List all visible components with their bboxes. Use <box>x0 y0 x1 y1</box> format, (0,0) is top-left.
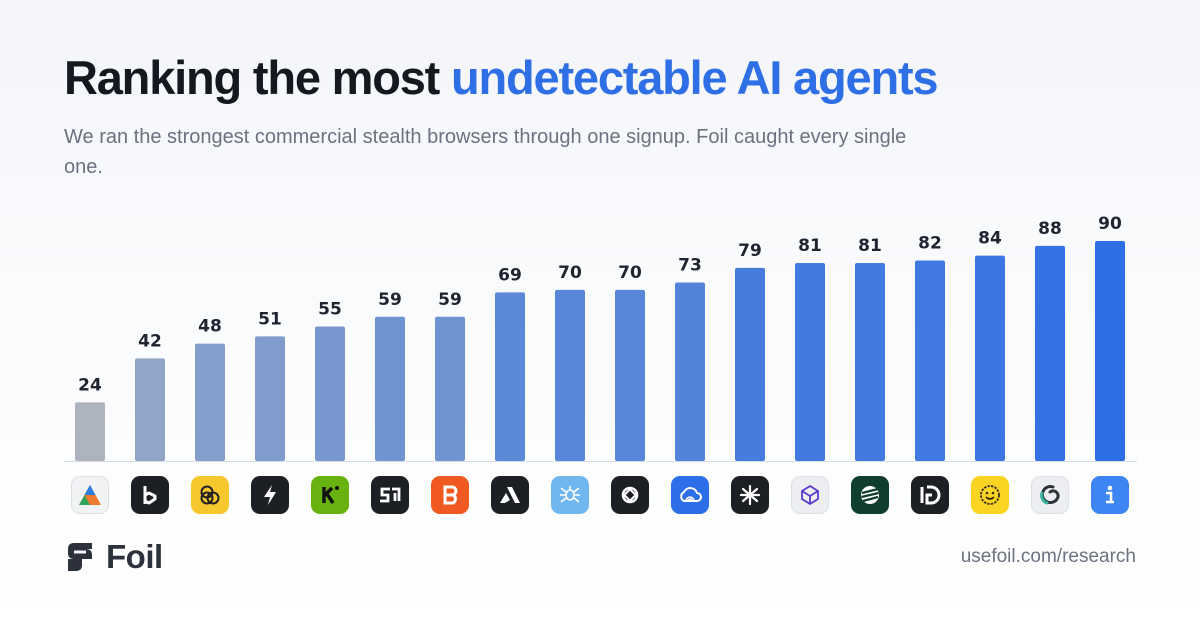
ring-logo-icon <box>611 476 649 514</box>
s-logo-icon <box>371 476 409 514</box>
spider-logo-icon <box>551 476 589 514</box>
globe-logo-icon <box>851 476 889 514</box>
bar-value-label: 24 <box>78 375 102 395</box>
bar-10 <box>615 289 645 461</box>
bar-value-label: 70 <box>558 263 582 283</box>
brand-name: Foil <box>106 538 163 575</box>
bars-group: 24 42 48 51 55 59 59 69 70 70 73 79 81 81 82 84 88 90 <box>75 214 1125 461</box>
footer-url: usefoil.com/research <box>960 546 1136 567</box>
bar-value-label: 84 <box>978 229 1002 249</box>
bar-value-label: 42 <box>138 331 162 351</box>
bar-3 <box>195 343 225 461</box>
foil-logo-icon <box>68 543 92 571</box>
d-logo-icon <box>911 476 949 514</box>
bar-value-label: 70 <box>618 263 642 283</box>
subtitle: We ran the strongest commercial stealth … <box>64 126 907 178</box>
bar-value-label: 69 <box>498 265 522 285</box>
brand: Foil <box>64 538 163 576</box>
bar-13 <box>795 263 825 461</box>
title-accent: undetectable AI agents <box>450 51 939 104</box>
bar-18 <box>1095 241 1125 461</box>
bar-15 <box>915 260 945 461</box>
bar-value-label: 79 <box>738 241 762 261</box>
bar-8 <box>495 292 525 461</box>
b-logo-icon <box>131 476 169 514</box>
bar-5 <box>315 326 345 461</box>
page-title: Ranking the most undetectable AI agents <box>64 51 939 104</box>
bar-1 <box>75 402 105 461</box>
circles-logo-icon <box>191 476 229 514</box>
burst-logo-icon <box>731 476 769 514</box>
bar-value-label: 59 <box>378 290 402 310</box>
bar-12 <box>735 267 765 461</box>
cloud-logo-icon <box>671 476 709 514</box>
bar-9 <box>555 289 585 461</box>
info-logo-icon <box>1091 476 1129 514</box>
triangle-logo-icon <box>71 476 109 514</box>
bar-4 <box>255 336 285 461</box>
bar-11 <box>675 282 705 461</box>
bar-value-label: 55 <box>318 300 342 320</box>
cube-logo-icon <box>791 476 829 514</box>
smiley-logo-icon <box>971 476 1009 514</box>
b-orange-logo-icon <box>431 476 469 514</box>
bar-16 <box>975 255 1005 461</box>
bar-14 <box>855 263 885 461</box>
bar-value-label: 90 <box>1098 214 1122 234</box>
bar-6 <box>375 316 405 461</box>
a-logo-icon <box>491 476 529 514</box>
bar-value-label: 81 <box>858 236 882 256</box>
k-logo-icon <box>311 476 349 514</box>
bar-value-label: 73 <box>678 256 702 276</box>
title-main: Ranking the most <box>64 51 451 104</box>
lightning-logo-icon <box>251 476 289 514</box>
bar-17 <box>1035 245 1065 461</box>
bar-value-label: 48 <box>198 317 222 337</box>
bar-value-label: 81 <box>798 236 822 256</box>
bar-value-label: 82 <box>918 234 942 254</box>
bar-2 <box>135 358 165 461</box>
bar-value-label: 51 <box>258 309 282 329</box>
bar-value-label: 59 <box>438 290 462 310</box>
bar-value-label: 88 <box>1038 219 1062 239</box>
swirl-logo-icon <box>1031 476 1069 514</box>
bar-7 <box>435 316 465 461</box>
